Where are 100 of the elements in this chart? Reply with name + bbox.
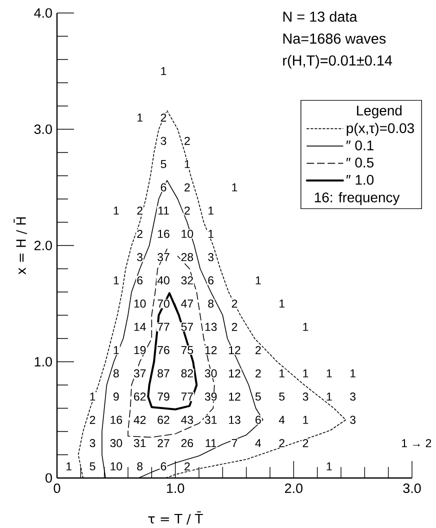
annotation: 3 [350,392,356,401]
annotation: 42 [134,416,146,424]
legend-label: ″ 0.1 [346,140,374,150]
y-tick-label: 0 [46,473,52,483]
annotation: 6 [256,416,261,424]
annotation: 19 [134,346,146,354]
annotation: 40 [157,276,170,284]
annotation: 47 [181,300,193,308]
annotation: 12 [205,346,217,354]
annotation: 2 [160,114,166,122]
x-tick-label: 0 [54,484,60,494]
annotation: 1 [161,67,166,76]
x-axis-title: τ = T / T̄ [148,511,203,525]
annotation: 1 [66,462,72,470]
annotation: 6 [160,462,166,470]
annotation: 1 [326,462,332,470]
annotation: 1 [303,369,308,378]
annotation: 30 [110,439,122,448]
annotation: 5 [160,160,166,168]
annotation: 4 [255,439,262,448]
annotation: 12 [229,346,240,354]
annotation: 1 [303,322,308,331]
y-axis-title: x = H / H̄ [14,217,27,275]
annotation: 14 [134,322,146,331]
annotation: 1 [114,276,119,284]
annotation: 39 [204,392,217,401]
annotation: 2 [184,206,190,215]
annotation: 8 [137,462,143,470]
annotation: 1 [208,230,214,238]
annotation: 2 [137,230,142,238]
annotation: 2 [279,439,284,448]
y-tick-label: 3.0 [34,124,52,134]
annotation: 77 [158,322,170,331]
annotation: 31 [204,416,217,424]
annotation: 5 [255,392,261,401]
legend-label: ″ 0.5 [346,158,374,168]
x-tick-label: 3.0 [403,484,421,494]
annotation: 62 [158,416,170,424]
annotation: 2 [90,416,96,424]
y-tick-label: 2.0 [34,240,52,250]
annotation: 4 [278,416,285,424]
annotation: 1 [90,392,96,401]
annotation: 26 [181,439,194,448]
y-tick-label: 1.0 [34,356,52,366]
annotation: 9 [114,392,119,401]
annotation: 6 [160,183,166,192]
annotation: 1 [114,346,119,354]
annotation: 6 [137,276,143,284]
annotation: 3 [160,136,166,145]
legend-label: p(x,τ)=0.03 [346,122,414,136]
annotation: 3 [350,416,356,424]
annotation: 1 [326,392,332,401]
annotation: 1 [232,183,238,192]
annotation: 2 [184,183,190,192]
y-tick-label: 4.0 [34,8,52,18]
annotation: 3 [208,253,214,262]
annotation: 1 [326,369,332,378]
annotation: 13 [229,416,240,424]
annotation: 16: frequency [314,192,400,206]
annotation: 1 [280,300,284,308]
annotation: 10 [134,300,146,308]
annotation: 27 [158,439,170,448]
annotation: 1 [303,416,308,424]
annotation: 28 [181,253,194,262]
annotation: 16 [158,230,170,238]
annotation: N = 13 data [283,11,358,22]
annotation: 2 [232,300,238,308]
annotation: 32 [181,276,193,284]
annotation: 1 [208,206,214,215]
annotation: 13 [205,322,217,331]
annotation: r(H,T)=0.01±0.14 [283,55,392,68]
annotation: 6 [208,276,214,284]
annotation: 1 [138,114,142,122]
annotation: 2 [256,346,261,354]
annotation: 8 [113,369,119,378]
annotation: 2 [232,322,238,331]
annotation: 70 [158,300,170,308]
annotation: 10 [110,462,122,470]
annotation: 1 [184,160,190,168]
annotation: 1 [280,369,284,378]
legend-label: ″ 1.0 [346,174,374,185]
x-tick-label: 1.0 [167,484,184,494]
annotation: 87 [158,369,170,378]
annotation: Na=1686 waves [283,33,386,44]
annotation: 7 [232,439,238,448]
annotation: 11 [158,206,169,215]
annotation: 2 [137,206,142,215]
annotation: 10 [182,230,194,238]
annotation: 37 [158,253,170,262]
annotation: 57 [181,322,193,331]
annotation: 76 [158,346,170,354]
annotation: 79 [158,392,170,401]
annotation: 1 [350,369,356,378]
annotation: 2 [184,136,190,145]
annotation: 1 [114,206,119,215]
annotation: 75 [181,346,194,354]
annotation: 1 [256,276,261,284]
annotation: 77 [181,392,193,401]
annotation: 30 [204,369,217,378]
annotation: 1 → 2 [402,439,432,448]
